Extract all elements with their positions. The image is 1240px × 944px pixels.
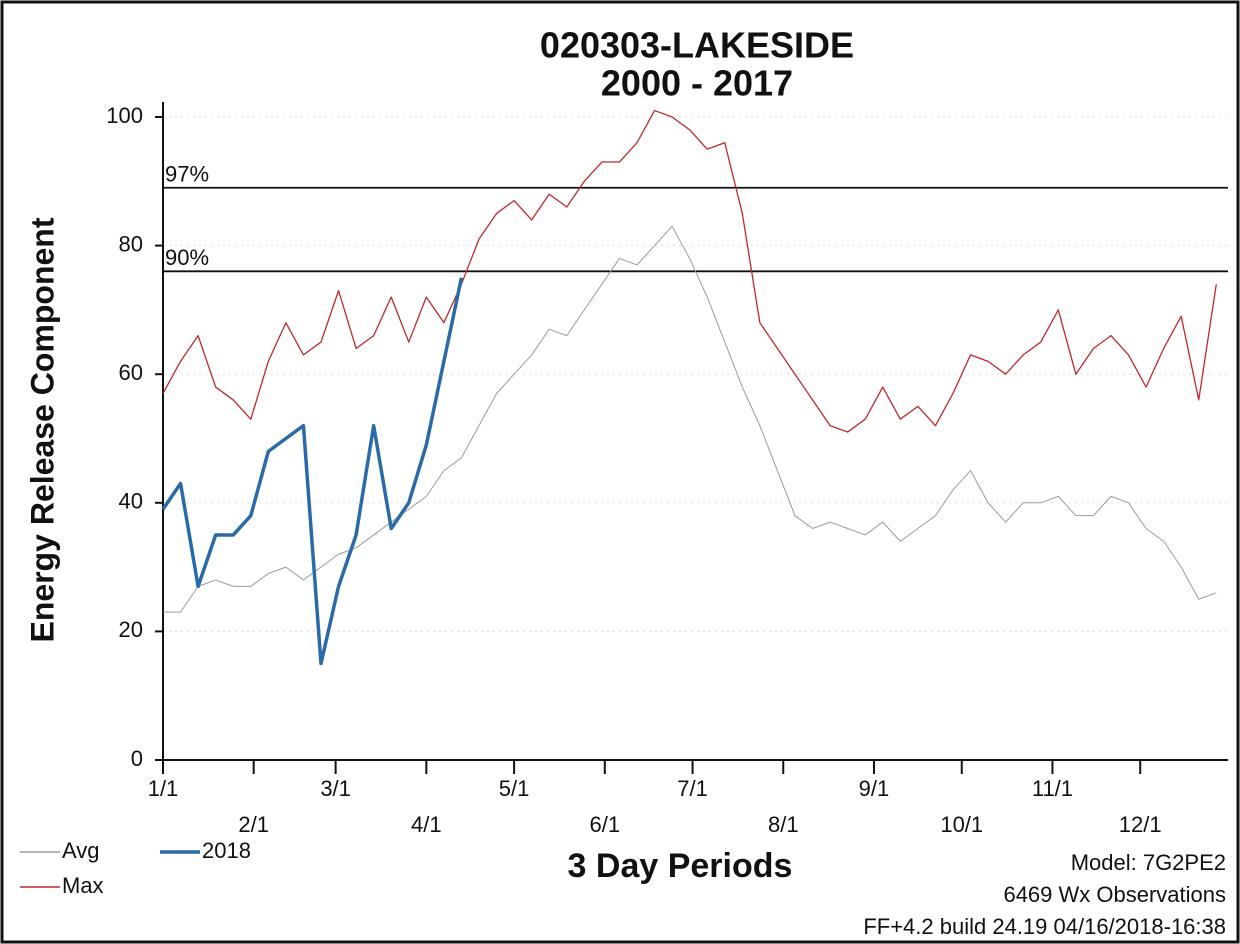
- chart-title: 020303-LAKESIDE: [540, 25, 854, 66]
- reference-label: 90%: [165, 245, 209, 270]
- legend-label: Avg: [62, 838, 100, 863]
- y-tick-label: 80: [119, 231, 143, 256]
- x-tick-label: 10/1: [940, 812, 983, 837]
- legend-label: 2018: [202, 838, 251, 863]
- chart-subtitle: 2000 - 2017: [601, 63, 793, 104]
- series-line: [163, 225, 1217, 613]
- x-axis-label: 3 Day Periods: [568, 847, 793, 885]
- note: FF+4.2 build 24.19 04/16/2018-16:38: [863, 914, 1226, 939]
- reference-label: 97%: [165, 162, 209, 187]
- legend-label: Max: [62, 873, 104, 898]
- x-tick-label: 4/1: [411, 812, 442, 837]
- y-axis-label: Energy Release Component: [24, 217, 60, 642]
- x-tick-label: 2/1: [238, 812, 269, 837]
- series-line: [162, 109, 1217, 433]
- x-tick-label: 7/1: [677, 776, 708, 801]
- y-tick-label: 60: [119, 360, 143, 385]
- note: Model: 7G2PE2: [1071, 850, 1226, 875]
- x-tick-label: 5/1: [499, 776, 530, 801]
- x-tick-label: 11/1: [1032, 776, 1073, 801]
- x-tick-label: 3/1: [320, 776, 351, 801]
- y-tick-label: 40: [119, 489, 143, 514]
- y-tick-label: 0: [131, 746, 143, 771]
- note: 6469 Wx Observations: [1003, 882, 1226, 907]
- series-line: [161, 277, 464, 666]
- x-tick-label: 9/1: [859, 776, 890, 801]
- x-tick-label: 12/1: [1119, 812, 1162, 837]
- y-tick-label: 100: [106, 103, 143, 128]
- x-tick-label: 8/1: [768, 812, 799, 837]
- x-tick-label: 1/1: [148, 776, 179, 801]
- x-tick-label: 6/1: [590, 812, 621, 837]
- y-tick-label: 20: [119, 617, 143, 642]
